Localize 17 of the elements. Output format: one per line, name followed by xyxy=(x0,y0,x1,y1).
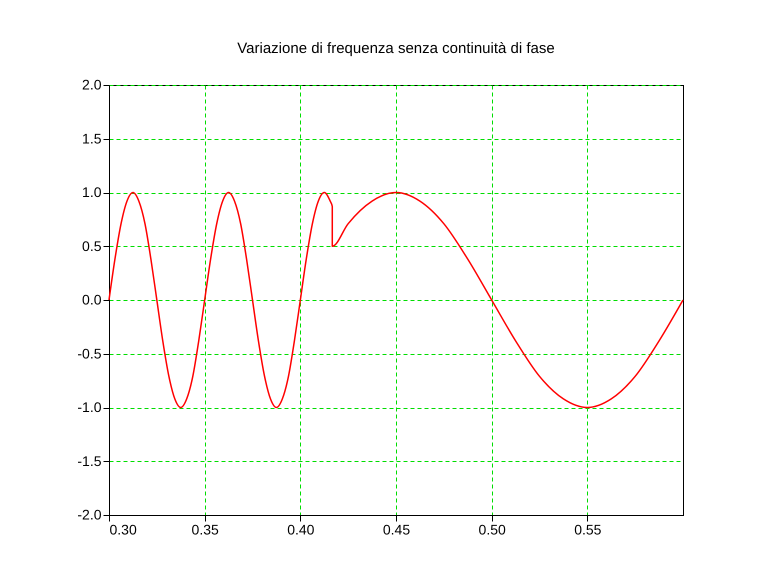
y-tick-label: -1.5 xyxy=(77,452,102,469)
x-tick-label: 0.55 xyxy=(574,522,602,538)
y-tick-label: -2.0 xyxy=(77,506,102,522)
y-tick-label: 1.0 xyxy=(82,184,102,200)
line-series xyxy=(108,192,684,408)
x-tick-label: 0.35 xyxy=(192,522,220,538)
x-tick-label: 0.45 xyxy=(382,522,410,538)
y-tick-label: -0.5 xyxy=(77,345,102,362)
x-tick-label: 0.30 xyxy=(110,522,137,538)
y-tick-label: 0.0 xyxy=(82,292,102,308)
y-tick-label: 1.5 xyxy=(82,130,102,146)
x-tick-label: 0.40 xyxy=(287,522,315,538)
x-tick-label: 0.50 xyxy=(478,522,506,538)
y-tick-label: 0.5 xyxy=(82,238,102,254)
y-tick-label: 2.0 xyxy=(82,76,102,92)
y-tick-label: -1.0 xyxy=(77,399,102,415)
chart-title: Variazione di frequenza senza continuità di fase xyxy=(237,40,555,57)
